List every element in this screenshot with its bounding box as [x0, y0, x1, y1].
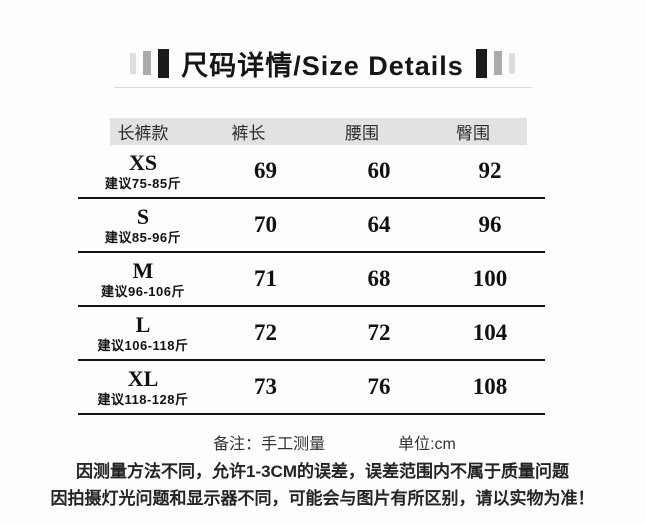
table-header-background [110, 118, 527, 145]
waist-value: 68 [367, 266, 391, 291]
decor-bar-left-dark-icon [158, 48, 170, 78]
hip-value: 100 [472, 266, 508, 291]
size-cell: XS 建议75-85斤 [78, 150, 208, 191]
waist-value: 60 [367, 158, 391, 183]
hip-value: 108 [472, 374, 508, 399]
size-cell: XL 建议118-128斤 [78, 366, 208, 407]
size-label: XS [128, 150, 158, 175]
table-row-xl: XL 建议118-128斤 73 76 108 [78, 361, 545, 415]
unit-note: 单位:cm [398, 436, 456, 453]
pants-length-value: 69 [254, 158, 277, 183]
table-row-m: M 建议96-106斤 71 68 100 [78, 253, 545, 307]
disclaimer: 因测量方法不同，允许1-3CM的误差，误差范围内不属于质量问题 因拍摄灯光问题和… [0, 458, 645, 512]
decor-bar-right-light-icon [508, 52, 515, 74]
weight-suggest: 建议118-128斤 [97, 392, 189, 407]
table-row-xs: XS 建议75-85斤 69 60 92 [78, 145, 545, 199]
weight-suggest: 建议96-106斤 [101, 284, 185, 299]
disclaimer-line-1: 因测量方法不同，允许1-3CM的误差，误差范围内不属于质量问题 [75, 462, 569, 481]
decor-bar-right-mid-icon [493, 51, 502, 75]
decor-bar-left-mid-icon [143, 51, 152, 75]
size-label: L [135, 312, 151, 337]
table-header-row: 长裤款 裤长 腰围 臀围 [78, 118, 545, 145]
measure-note: 备注：手工测量 [213, 436, 326, 453]
size-cell: M 建议96-106斤 [78, 258, 208, 299]
table-row-s: S 建议85-96斤 70 64 96 [78, 199, 545, 253]
size-label: M [132, 258, 154, 283]
pants-length-value: 73 [254, 374, 277, 399]
waist-value: 64 [367, 212, 391, 237]
weight-suggest: 建议106-118斤 [97, 338, 189, 353]
weight-suggest: 建议75-85斤 [104, 176, 182, 191]
waist-value: 72 [367, 320, 391, 345]
decor-bar-left-light-icon [130, 52, 137, 74]
waist-value: 76 [367, 374, 391, 399]
column-header-hip: 臀围 [456, 124, 490, 143]
decor-bar-right-dark-icon [475, 48, 487, 78]
measure-note-row: 备注：手工测量 单位:cm [24, 430, 645, 454]
column-header-style: 长裤款 [117, 124, 169, 143]
pants-length-value: 70 [254, 212, 277, 237]
hip-value: 104 [472, 320, 508, 345]
column-header-waist: 腰围 [345, 124, 379, 143]
size-label: S [136, 204, 150, 229]
column-header-length: 裤长 [231, 124, 266, 143]
pants-length-value: 72 [254, 320, 277, 345]
size-cell: L 建议106-118斤 [78, 312, 208, 353]
size-table: 长裤款 裤长 腰围 臀围 XS 建议75-85斤 69 60 92 S 建议85… [78, 118, 545, 415]
hip-value: 92 [478, 158, 502, 183]
disclaimer-line-2: 因拍摄灯光问题和显示器不同，可能会与图片有所区别，请以实物为准！ [50, 489, 595, 508]
hip-value: 96 [478, 212, 502, 237]
pants-length-value: 71 [254, 266, 277, 291]
size-cell: S 建议85-96斤 [78, 204, 208, 245]
weight-suggest: 建议85-96斤 [104, 230, 182, 245]
size-label: XL [127, 366, 159, 391]
title-divider [114, 87, 532, 88]
table-row-l: L 建议106-118斤 72 72 104 [78, 307, 545, 361]
page-title-row: 尺码详情/Size Details [0, 44, 645, 82]
page-title: 尺码详情/Size Details [181, 50, 464, 81]
